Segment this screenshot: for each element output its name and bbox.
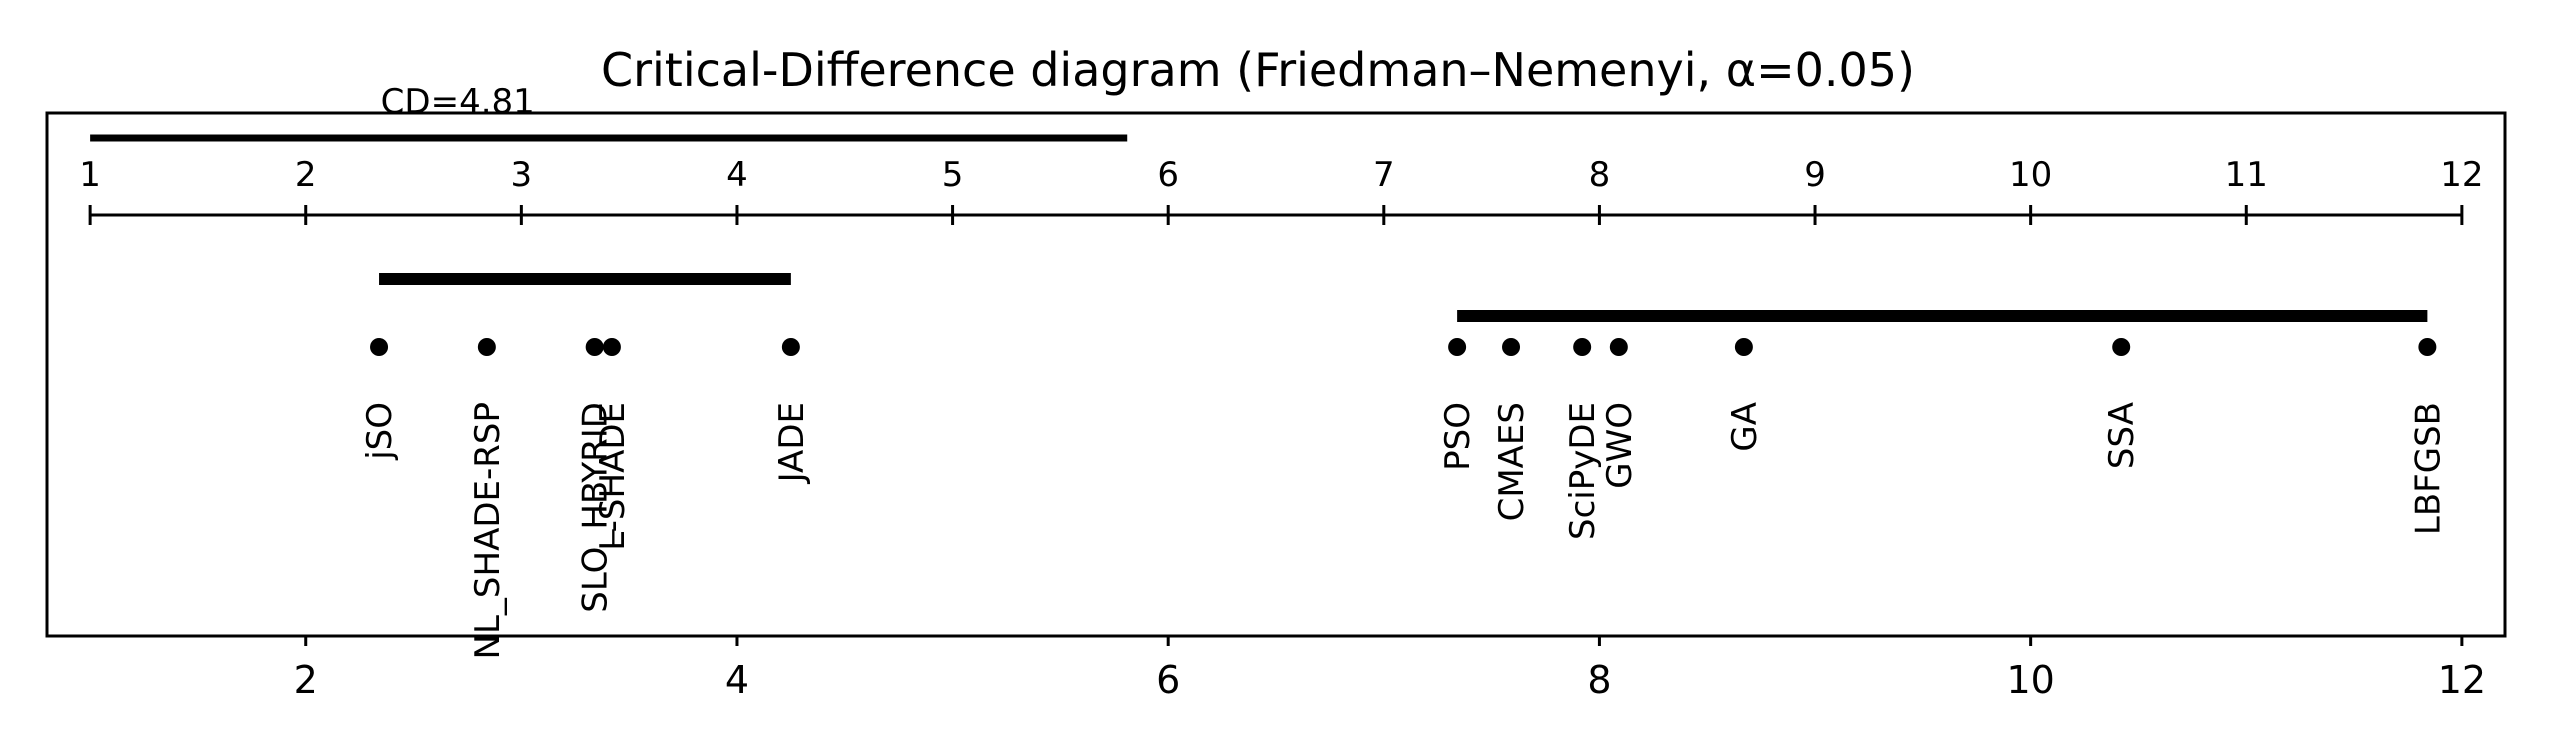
method-label: SSA xyxy=(2102,402,2142,469)
method-label: jSO xyxy=(360,402,400,461)
clique-bars xyxy=(379,273,2428,322)
rank-tick-label: 1 xyxy=(79,155,101,195)
method-label: SLO_HBYRID xyxy=(576,402,616,613)
method-point xyxy=(1502,338,1521,356)
method-label: NL_SHADE-RSP xyxy=(468,402,508,659)
method-label: LBFGSB xyxy=(2408,402,2448,535)
x-tick-label: 10 xyxy=(2006,658,2054,702)
rank-tick-label: 9 xyxy=(1804,155,1826,195)
method-point xyxy=(477,338,496,356)
x-tick-label: 12 xyxy=(2438,658,2486,702)
x-axis: 2 4 6 8 10 12 xyxy=(294,636,2486,702)
x-tick-label: 4 xyxy=(725,658,749,702)
method-point xyxy=(2418,338,2437,356)
rank-tick-label: 2 xyxy=(295,155,317,195)
rank-tick-label: 7 xyxy=(1373,155,1395,195)
rank-tick-label: 6 xyxy=(1157,155,1179,195)
rank-tick-label: 3 xyxy=(511,155,533,195)
method-label: JADE xyxy=(772,402,812,484)
method-label: PSO xyxy=(1438,402,1478,471)
method-point xyxy=(1734,338,1753,356)
x-tick-label: 2 xyxy=(294,658,318,702)
method-point xyxy=(1573,338,1592,356)
rank-axis: 1 2 3 4 5 6 7 8 9 10 11 12 xyxy=(79,155,2484,225)
method-point xyxy=(781,338,800,356)
rank-tick-label: 5 xyxy=(942,155,964,195)
plot-frame xyxy=(45,111,2507,638)
method-point xyxy=(1609,338,1628,356)
rank-tick-label: 11 xyxy=(2225,155,2268,195)
method-label: GA xyxy=(1725,402,1765,452)
method-point xyxy=(2112,338,2131,356)
method-point xyxy=(602,338,621,356)
chart-title: Critical-Difference diagram (Friedman–Ne… xyxy=(601,43,1915,97)
rank-tick-label: 12 xyxy=(2440,155,2483,195)
method-point xyxy=(1448,338,1467,356)
x-tick-label: 8 xyxy=(1587,658,1611,702)
rank-tick-label: 8 xyxy=(1589,155,1611,195)
rank-tick-label: 10 xyxy=(2009,155,2052,195)
method-label: SciPyDE xyxy=(1563,402,1603,540)
cd-label: CD=4.81 xyxy=(381,82,535,122)
method-label: GWO xyxy=(1600,402,1640,489)
rank-tick-label: 4 xyxy=(726,155,748,195)
method-label: CMAES xyxy=(1492,402,1532,521)
x-tick-label: 6 xyxy=(1156,658,1180,702)
method-point xyxy=(370,338,389,356)
method-label: L-SHADE xyxy=(593,402,633,551)
method-point xyxy=(585,338,604,356)
